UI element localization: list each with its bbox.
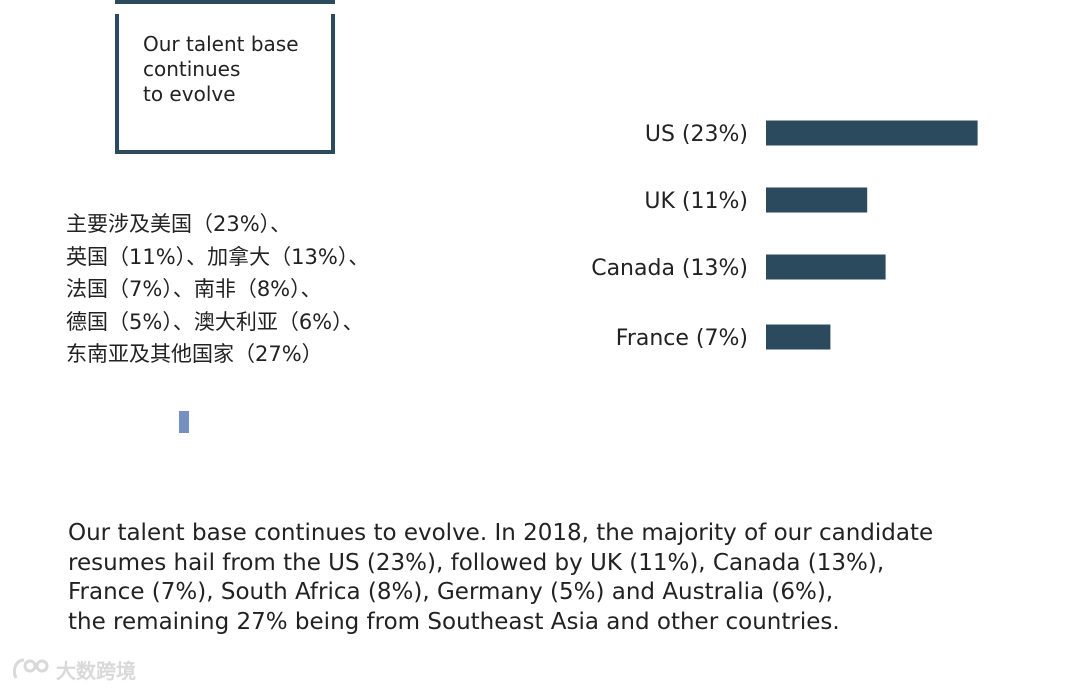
summary-line-4: the remaining 27% being from Southeast A… (68, 608, 840, 635)
summary-line-2: resumes hail from the US (23%), followed… (68, 549, 885, 576)
bar (766, 254, 886, 280)
bar (766, 324, 831, 350)
zh-line-1: 主要涉及美国（23%）、 (66, 212, 292, 236)
bar-label: UK (11%) (644, 189, 748, 214)
zh-line-2: 英国（11%）、加拿大（13%）、 (66, 244, 370, 269)
zh-line-5: 东南亚及其他国家（27%） (66, 342, 323, 366)
bar-label: US (23%) (645, 122, 748, 147)
callout-frame-gap (115, 4, 335, 14)
chinese-summary: 主要涉及美国（23%）、 英国（11%）、加拿大（13%）、 法国（7%）、南非… (66, 208, 466, 371)
summary-line-3: France (7%), South Africa (8%), Germany … (68, 579, 834, 605)
accent-marker (179, 411, 189, 433)
summary-line-1: Our talent base continues to evolve. In … (68, 520, 934, 546)
watermark-text: 大数跨境 (56, 658, 136, 683)
callout-frame-top (115, 0, 335, 4)
country-bar-chart: US (23%) UK (11%) Canada (13%) France (7%) (591, 120, 978, 351)
zh-line-4: 德国（5%）、澳大利亚（6%）、 (66, 309, 364, 334)
bar (766, 187, 868, 213)
bar (766, 120, 978, 146)
bar-label: Canada (13%) (591, 256, 748, 281)
brand-logo-icon (12, 658, 49, 679)
callout-frame (115, 0, 335, 154)
watermark: 大数跨境 (10, 655, 136, 683)
bar-label: France (7%) (616, 326, 748, 351)
callout-text: Our talent base continues to evolve (143, 32, 299, 106)
english-summary: Our talent base continues to evolve. In … (68, 519, 1068, 637)
zh-line-3: 法国（7%）、南非（8%）、 (66, 277, 322, 301)
